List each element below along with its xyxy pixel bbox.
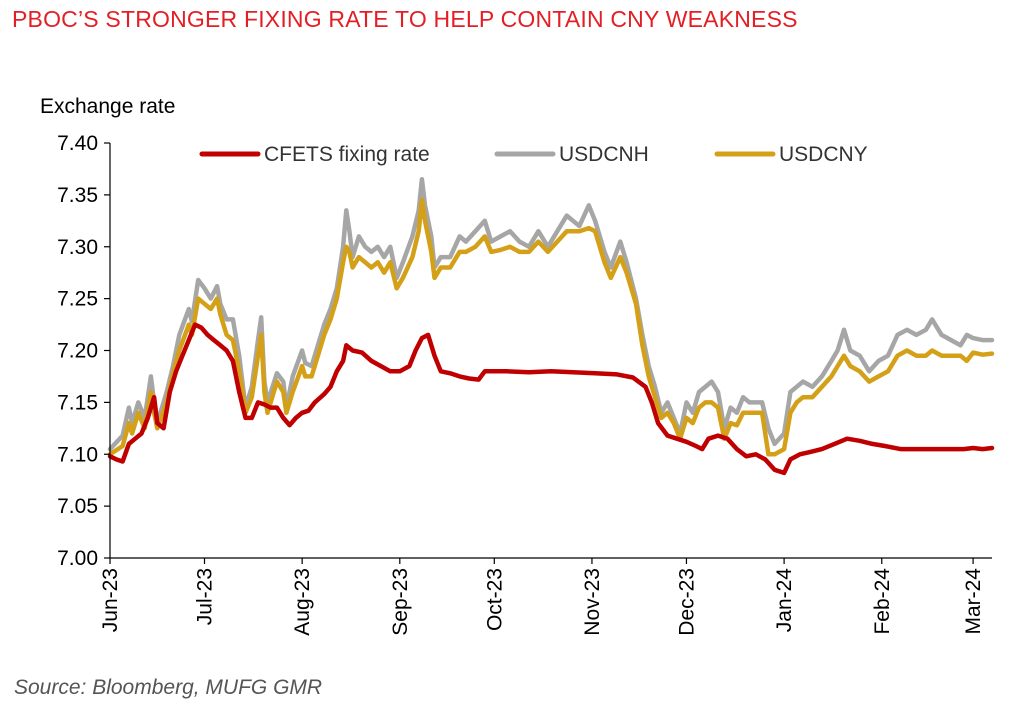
x-tick-label: Mar-24	[962, 568, 985, 635]
axes: 7.00 7.05 7.10 7.15 7.20 7.25 7.30 7.35 7.40 Jun-…	[57, 132, 992, 636]
x-tick-label: Jun-23	[99, 568, 122, 632]
y-tick-label: 7.25	[57, 288, 98, 311]
legend-label: USDCNY	[779, 143, 868, 166]
x-tick-label: Aug-23	[291, 568, 314, 636]
x-tick-label: Sep-23	[389, 568, 412, 636]
x-tick-label: Jan-24	[773, 568, 796, 633]
y-tick-label: 7.30	[57, 236, 98, 259]
series-line-cfets-fixing-rate	[107, 322, 995, 476]
y-tick-label: 7.35	[57, 184, 98, 207]
x-tick-label: Nov-23	[581, 568, 604, 636]
y-tick-label: 7.00	[57, 547, 98, 570]
x-tick-label: Dec-23	[675, 568, 698, 636]
series-line-usdcny	[107, 197, 995, 457]
x-tick-label: Feb-24	[871, 568, 894, 635]
y-tick-label: 7.10	[57, 443, 98, 466]
legend: CFETS fixing rate USDCNH USDCNY	[199, 143, 868, 166]
x-tick-label: Oct-23	[483, 568, 506, 631]
series-layer	[107, 177, 995, 476]
legend-label: USDCNH	[559, 143, 649, 166]
y-tick-label: 7.20	[57, 340, 98, 363]
y-axis-label: Exchange rate	[40, 95, 175, 118]
x-tick-label: Jul-23	[194, 568, 217, 625]
legend-label: CFETS fixing rate	[264, 143, 430, 166]
chart-title: PBOC’S STRONGER FIXING RATE TO HELP CONT…	[12, 6, 798, 32]
y-tick-label: 7.40	[57, 132, 98, 155]
y-tick-label: 7.05	[57, 495, 98, 518]
source-note: Source: Bloomberg, MUFG GMR	[14, 676, 323, 699]
y-tick-label: 7.15	[57, 391, 98, 414]
